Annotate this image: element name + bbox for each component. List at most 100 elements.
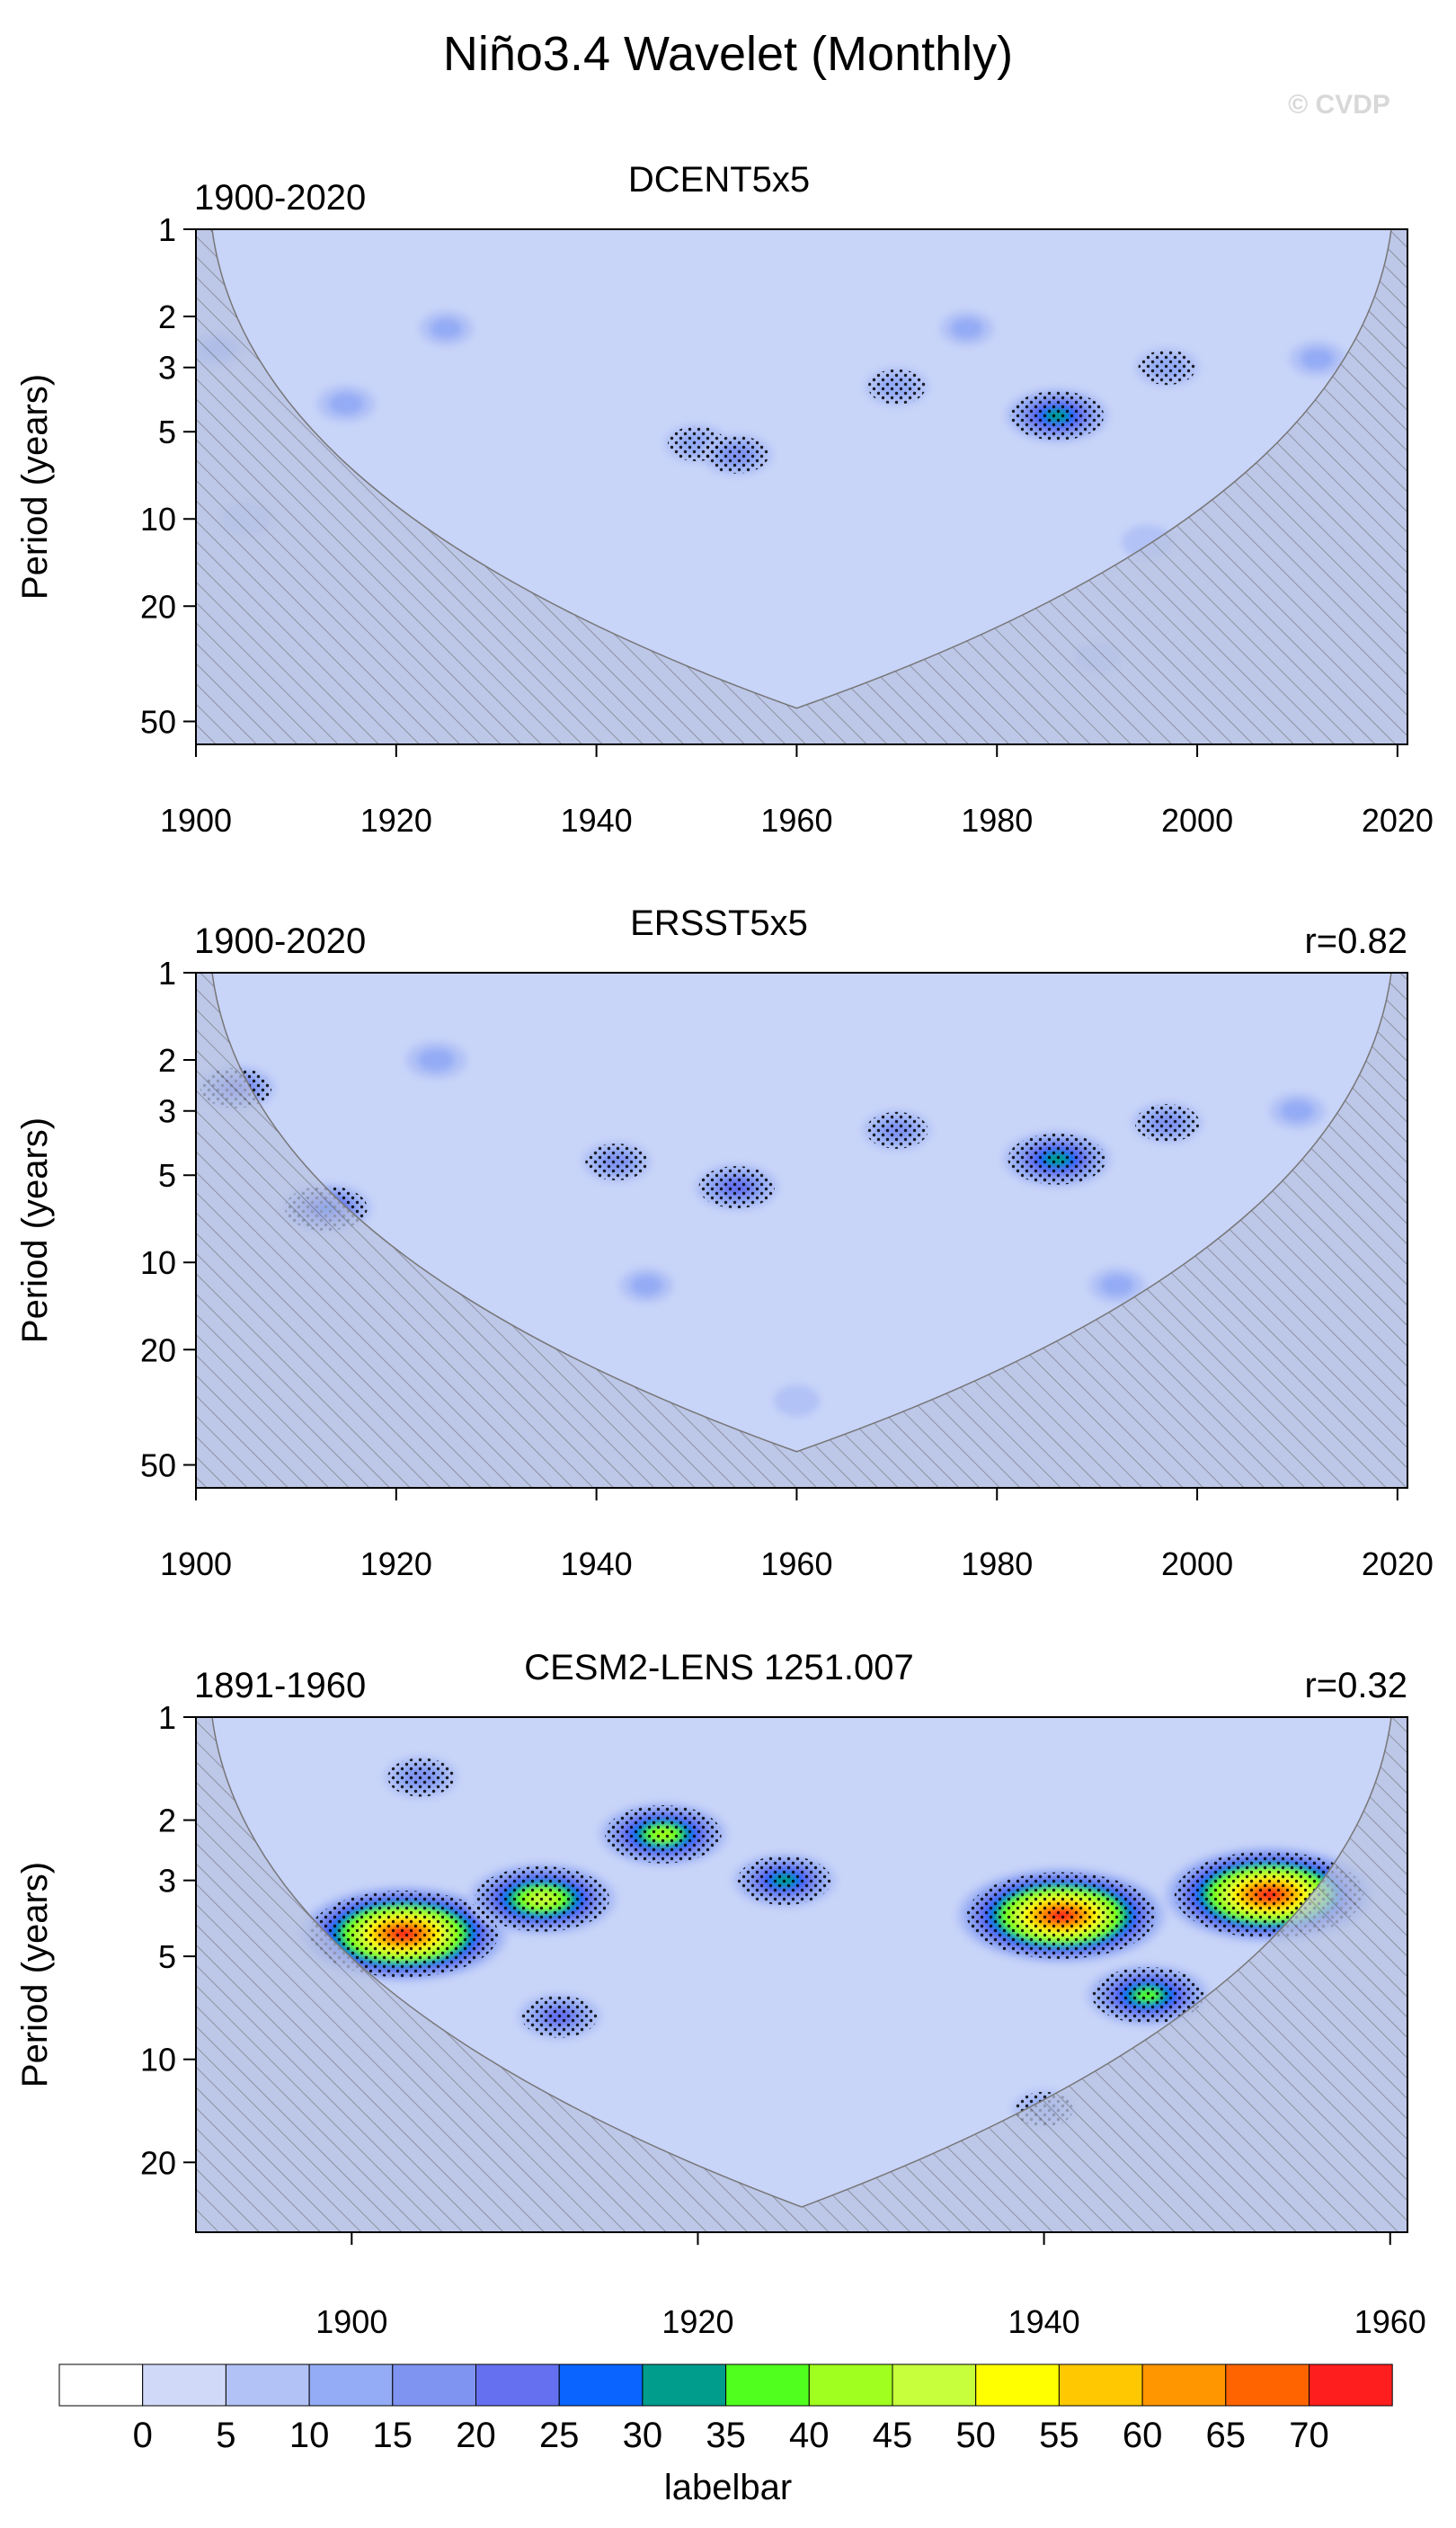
labelbar-swatch xyxy=(975,2363,1060,2407)
labelbar-swatch xyxy=(642,2363,727,2407)
plot-area xyxy=(196,973,1407,1488)
labelbar-swatch xyxy=(225,2363,310,2407)
y-axis-label: Period (years) xyxy=(15,374,55,600)
significance-stipple xyxy=(966,1872,1156,1959)
x-tick-label: 1940 xyxy=(1008,2303,1080,2340)
labelbar-swatch xyxy=(308,2363,394,2407)
power-contour xyxy=(1300,348,1335,370)
power-contour xyxy=(1280,1099,1315,1122)
y-tick-label: 2 xyxy=(158,1803,176,1839)
x-tick-label: 2000 xyxy=(1161,802,1233,839)
significance-stipple xyxy=(867,369,926,405)
labelbar-tick: 50 xyxy=(955,2416,996,2455)
x-tick-label: 1980 xyxy=(961,1545,1033,1582)
panel-period-label: 1891-1960 xyxy=(194,1666,366,1705)
x-tick-label: 2000 xyxy=(1161,1545,1233,1582)
x-tick-label: 2020 xyxy=(1362,802,1434,839)
wavelet-panel: 1 2 3 5 10 20 50 1900 1920 1940 1960 1980 2000 2020 DC… xyxy=(15,160,1434,839)
x-tick-label: 1960 xyxy=(760,1545,832,1582)
significance-stipple xyxy=(521,1995,598,2038)
y-tick-label: 5 xyxy=(158,1938,176,1975)
labelbar-swatch xyxy=(1058,2363,1143,2407)
x-tick-label: 1900 xyxy=(160,1545,232,1582)
y-tick-label: 1 xyxy=(158,211,176,248)
labelbar-tick: 60 xyxy=(1123,2416,1163,2455)
panel-period-label: 1900-2020 xyxy=(194,921,366,961)
wavelet-panel: 1 2 3 5 10 20 1900 1920 1940 1960 CESM2-LENS 1251.… xyxy=(15,1648,1426,2340)
panel-correlation: r=0.82 xyxy=(1304,921,1407,961)
labelbar-tick: 70 xyxy=(1289,2416,1329,2455)
labelbar-swatch xyxy=(142,2363,226,2407)
cone-of-influence xyxy=(196,1717,1407,2232)
significance-stipple xyxy=(737,1856,831,1906)
y-tick-label: 5 xyxy=(158,414,176,450)
panel-border xyxy=(195,1716,1408,2233)
significance-stipple xyxy=(585,1143,648,1181)
labelbar-swatch xyxy=(892,2363,977,2407)
labelbar-tick: 35 xyxy=(706,2416,746,2455)
x-tick-label: 2020 xyxy=(1362,1545,1434,1582)
significance-stipple xyxy=(308,1890,499,1978)
labelbar-swatch xyxy=(475,2363,560,2407)
power-contour xyxy=(328,392,364,415)
x-tick-label: 1940 xyxy=(561,1545,633,1582)
power-contour xyxy=(773,1384,821,1417)
labelbar-swatch xyxy=(1225,2363,1310,2407)
labelbar-tick: 10 xyxy=(289,2416,330,2455)
y-tick-label: 50 xyxy=(140,1446,176,1483)
labelbar-tick: 15 xyxy=(373,2416,413,2455)
labelbar-swatch xyxy=(558,2363,644,2407)
significance-stipple xyxy=(1134,1104,1200,1143)
labelbar-swatch xyxy=(725,2363,810,2407)
significance-stipple xyxy=(1091,1967,1204,2024)
significance-stipple xyxy=(704,435,769,474)
x-tick-label: 1920 xyxy=(661,2303,733,2340)
figure-title: Niño3.4 Wavelet (Monthly) xyxy=(443,27,1013,81)
x-tick-label: 1960 xyxy=(1354,2303,1426,2340)
significance-stipple xyxy=(866,1111,928,1149)
watermark: © CVDP xyxy=(1288,90,1390,120)
y-tick-label: 2 xyxy=(158,298,176,335)
significance-stipple xyxy=(1009,390,1105,441)
panel-title: ERSST5x5 xyxy=(630,903,808,943)
significance-stipple xyxy=(387,1758,455,1797)
labelbar-tick: 45 xyxy=(873,2416,913,2455)
y-tick-label: 20 xyxy=(140,2144,176,2181)
power-contour xyxy=(417,1048,455,1072)
y-tick-label: 20 xyxy=(140,1331,176,1368)
x-tick-label: 1900 xyxy=(160,802,232,839)
labelbar-swatch xyxy=(808,2363,893,2407)
x-tick-label: 1920 xyxy=(360,802,432,839)
panel-title: DCENT5x5 xyxy=(628,160,810,200)
panel-border xyxy=(195,972,1408,1489)
power-contour xyxy=(630,1275,663,1296)
labelbar-tick: 20 xyxy=(456,2416,496,2455)
significance-stipple xyxy=(1008,1133,1106,1185)
y-tick-label: 10 xyxy=(140,2042,176,2078)
x-tick-label: 1920 xyxy=(360,1545,432,1582)
panel-correlation: r=0.32 xyxy=(1304,1666,1407,1705)
cone-of-influence xyxy=(196,973,1407,1488)
labelbar-title: labelbar xyxy=(664,2468,792,2507)
y-tick-label: 2 xyxy=(158,1042,176,1079)
significance-stipple xyxy=(1138,350,1196,386)
labelbar-tick: 30 xyxy=(623,2416,663,2455)
labelbar: 0 5 10 15 20 25 30 35 40 45 50 55 60 65 70 labelbar xyxy=(58,2363,1393,2507)
labelbar-swatch xyxy=(58,2363,144,2407)
wavelet-panel: 1 2 3 5 10 20 50 1900 1920 1940 1960 1980 2000 2020 ER… xyxy=(15,903,1434,1582)
power-contour xyxy=(430,317,463,340)
y-tick-label: 50 xyxy=(140,703,176,740)
y-tick-label: 1 xyxy=(158,1699,176,1736)
labelbar-tick: 65 xyxy=(1206,2416,1247,2455)
x-tick-label: 1960 xyxy=(760,802,832,839)
labelbar-swatch xyxy=(1141,2363,1227,2407)
y-tick-label: 10 xyxy=(140,501,176,538)
labelbar-tick: 55 xyxy=(1039,2416,1079,2455)
panel-title: CESM2-LENS 1251.007 xyxy=(524,1648,914,1687)
labelbar-tick: 5 xyxy=(216,2416,235,2455)
power-contour xyxy=(950,317,983,340)
x-tick-label: 1940 xyxy=(561,802,633,839)
power-contour xyxy=(1100,1274,1134,1296)
y-tick-label: 5 xyxy=(158,1157,176,1194)
